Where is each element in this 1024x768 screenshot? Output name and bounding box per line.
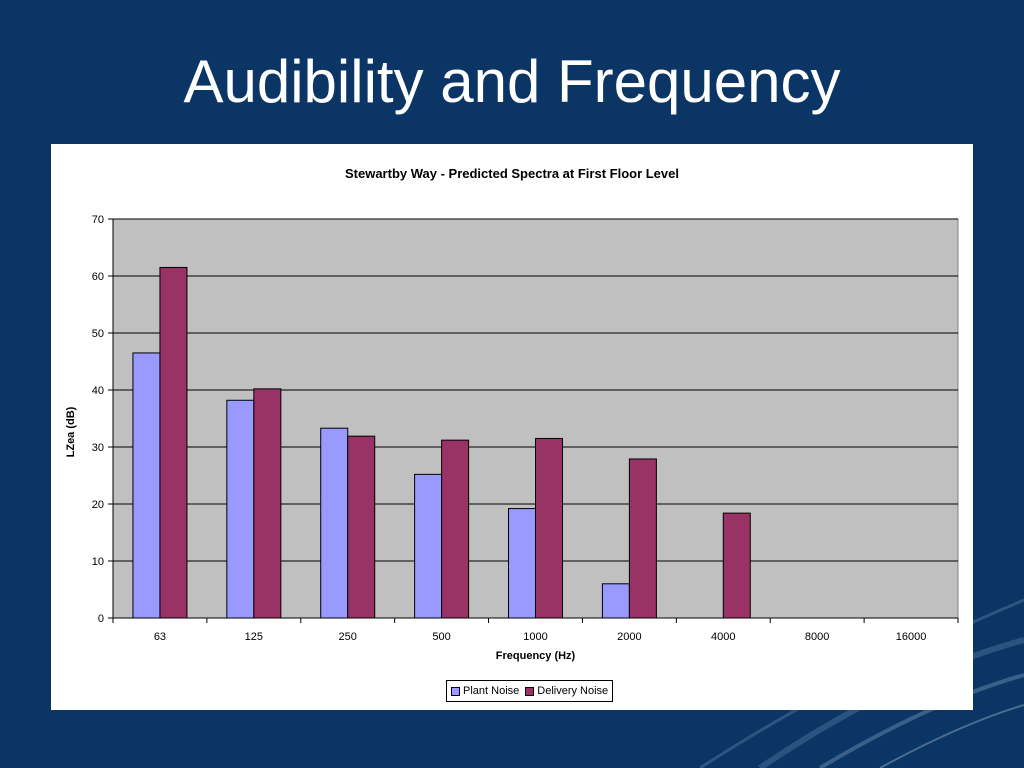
legend-label-delivery-noise: Delivery Noise <box>537 685 609 697</box>
y-tick-label: 0 <box>98 613 104 625</box>
chart-container: 0 10 20 30 40 50 60 70 63 125 250 500 1000 2000 4000 80… <box>51 144 973 710</box>
y-tick-label: 30 <box>92 442 104 454</box>
x-tick-label: 1000 <box>523 631 547 643</box>
x-tick-label: 2000 <box>617 631 641 643</box>
legend-label-plant-noise: Plant Noise <box>463 685 520 697</box>
bar-delivery-noise <box>628 458 657 619</box>
legend-swatch-plant-noise <box>451 686 460 696</box>
x-tick-label: 500 <box>432 631 450 643</box>
y-tick-label: 20 <box>92 499 104 511</box>
x-axis-label: Frequency (Hz) <box>495 650 576 662</box>
x-tick-label: 4000 <box>711 631 735 643</box>
bar-delivery-noise <box>441 439 470 619</box>
bar-plant-noise <box>601 583 630 619</box>
bar-delivery-noise <box>347 435 376 619</box>
y-tick-label: 70 <box>92 214 104 226</box>
x-tick-label: 8000 <box>805 631 829 643</box>
x-tick-label: 125 <box>245 631 263 643</box>
bar-chart: 0 10 20 30 40 50 60 70 63 125 250 500 1000 2000 4000 80… <box>92 214 959 643</box>
bar-delivery-noise <box>722 512 751 619</box>
slide-title: Audibility and Frequency <box>183 48 841 115</box>
bar-delivery-noise <box>159 266 188 619</box>
legend-item-delivery-noise: Delivery Noise <box>525 685 608 697</box>
y-tick-label: 10 <box>92 556 104 568</box>
bar-plant-noise <box>508 508 536 619</box>
legend-swatch-delivery-noise <box>525 686 535 696</box>
bar-delivery-noise <box>253 388 282 619</box>
x-tick-label: 16000 <box>896 631 927 643</box>
x-tick-label: 63 <box>154 631 166 643</box>
y-tick-label: 40 <box>92 385 104 397</box>
bar-plant-noise <box>320 427 349 619</box>
bar-plant-noise <box>226 399 255 619</box>
bar-delivery-noise <box>535 437 563 619</box>
bar-plant-noise <box>414 473 443 619</box>
chart-legend: Plant Noise Delivery Noise <box>446 680 614 702</box>
chart-title: Stewartby Way - Predicted Spectra at Fir… <box>344 166 679 181</box>
legend-item-plant-noise: Plant Noise <box>451 685 519 697</box>
y-tick-label: 60 <box>92 271 104 283</box>
y-axis-label: LZea (dB) <box>65 406 77 458</box>
bar-plant-noise <box>132 352 161 619</box>
y-tick-label: 50 <box>92 328 104 340</box>
x-tick-label: 250 <box>339 631 357 643</box>
